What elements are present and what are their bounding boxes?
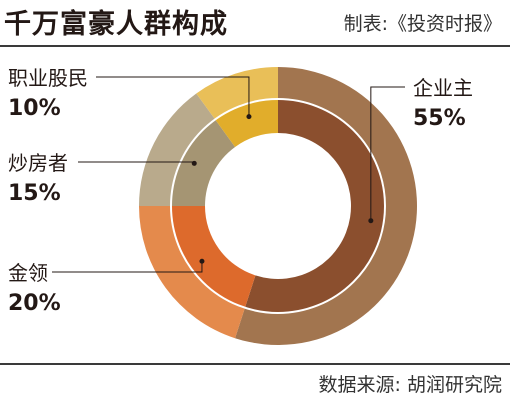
slice-3-outer — [139, 93, 216, 206]
leader-dot — [191, 160, 197, 166]
value-label: 10% — [8, 96, 61, 121]
value-label: 20% — [8, 291, 61, 316]
category-label: 金领 — [8, 261, 48, 285]
top-divider — [0, 45, 510, 47]
ring-separator — [170, 98, 386, 314]
category-label: 企业主 — [413, 76, 473, 100]
bottom-divider — [0, 363, 510, 365]
slice-4-outer — [196, 67, 278, 120]
value-label: 55% — [413, 106, 466, 131]
slice-2-inner — [171, 206, 256, 308]
donut-slices — [139, 67, 417, 345]
slice-3-inner — [170, 119, 236, 206]
leader-dot — [246, 114, 252, 120]
slice-1-outer — [235, 67, 417, 345]
category-label: 职业股民 — [8, 66, 88, 90]
chart-title: 千万富豪人群构成 — [4, 9, 228, 40]
source-text: 数据来源: 胡润研究院 — [318, 374, 502, 396]
value-label: 15% — [8, 181, 61, 206]
slice-1-inner — [244, 99, 385, 313]
leader-dot — [368, 218, 374, 224]
slice-labels: 企业主 55% 金领 20% 炒房者 15% 职业股民 10% — [8, 66, 473, 316]
donut-chart: 企业主 55% 金领 20% 炒房者 15% 职业股民 10% — [8, 66, 473, 345]
leader-line — [52, 261, 203, 273]
leader-line — [370, 86, 405, 221]
category-label: 炒房者 — [8, 151, 68, 175]
credit-text: 制表:《投资时报》 — [343, 13, 502, 35]
leader-dot — [199, 258, 205, 264]
leader-lines — [52, 76, 405, 273]
leader-line — [96, 76, 250, 117]
